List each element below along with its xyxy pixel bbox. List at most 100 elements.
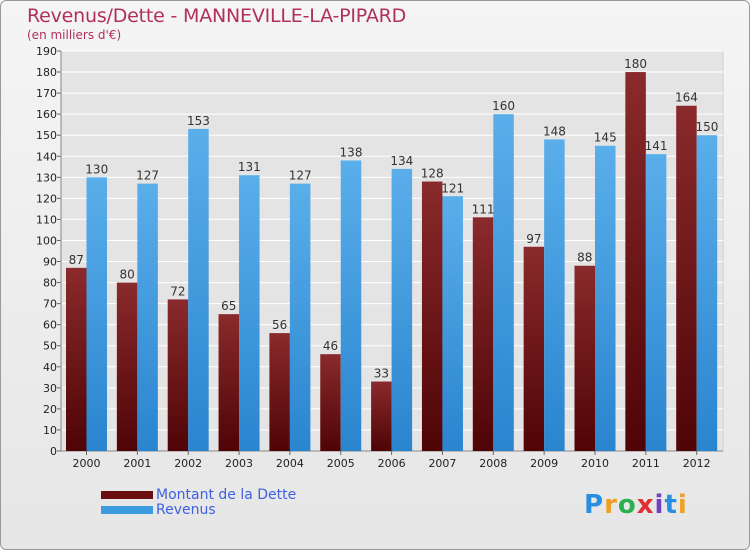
- bar-revenus: [696, 135, 718, 452]
- x-tick-label: 2007: [428, 457, 456, 470]
- logo-letter: i: [677, 490, 688, 520]
- bar-revenus: [289, 183, 311, 451]
- logo-letter: x: [636, 490, 655, 520]
- y-tick-label: 120: [36, 192, 57, 205]
- x-tick-label: 2005: [327, 457, 355, 470]
- chart-title: Revenus/Dette - MANNEVILLE-LA-PIPARD: [27, 5, 407, 27]
- data-label-revenus: 121: [441, 181, 464, 195]
- data-label-dette: 56: [272, 318, 287, 332]
- data-label-dette: 128: [421, 167, 444, 181]
- data-label-dette: 87: [69, 253, 84, 267]
- logo-letter: i: [654, 490, 665, 520]
- bar-revenus: [239, 175, 260, 452]
- proxiti-logo: Proxiti: [584, 490, 688, 520]
- bar-revenus: [595, 145, 616, 451]
- data-label-revenus: 138: [340, 145, 363, 159]
- y-tick-label: 80: [43, 277, 57, 290]
- bar-dette: [116, 282, 138, 451]
- y-tick-label: 140: [36, 150, 57, 163]
- y-tick-label: 160: [36, 108, 57, 121]
- x-tick-label: 2011: [632, 457, 660, 470]
- bar-revenus: [544, 139, 565, 451]
- data-label-revenus: 127: [289, 169, 312, 183]
- y-tick-label: 50: [43, 340, 57, 353]
- data-label-revenus: 141: [645, 139, 668, 153]
- data-label-revenus: 145: [594, 131, 617, 145]
- y-tick-label: 180: [36, 66, 57, 79]
- x-tick-label: 2000: [73, 457, 101, 470]
- y-axis-ticks: 0 10 20 30 40 50 60 70 80 90 100 110 120 130 140 150 160…: [36, 45, 723, 458]
- data-labels: 87 130 80 127 72 153 65 131 56 127 46 138 33 134 12812…: [69, 57, 719, 380]
- x-tick-label: 2009: [530, 457, 558, 470]
- bar-dette: [676, 105, 697, 451]
- bar-dette: [371, 381, 392, 451]
- x-tick-label: 2003: [225, 457, 253, 470]
- data-label-dette: 33: [374, 367, 389, 381]
- logo-letter: o: [617, 490, 637, 520]
- bar-revenus: [391, 168, 413, 452]
- y-tick-label: 10: [43, 424, 57, 437]
- x-tick-label: 2004: [276, 457, 304, 470]
- bar-revenus: [645, 154, 667, 451]
- x-tick-label: 2006: [378, 457, 406, 470]
- legend-swatch-revenus: [101, 506, 153, 514]
- y-tick-label: 170: [36, 87, 57, 100]
- data-label-revenus: 134: [390, 154, 413, 168]
- data-label-dette: 72: [170, 284, 185, 298]
- data-label-dette: 97: [526, 232, 541, 246]
- bar-revenus: [493, 114, 514, 451]
- y-tick-label: 190: [36, 45, 57, 58]
- data-label-revenus: 153: [187, 114, 210, 128]
- y-tick-label: 110: [36, 213, 57, 226]
- bar-dette: [218, 314, 240, 451]
- y-tick-label: 60: [43, 319, 57, 332]
- y-tick-label: 150: [36, 129, 57, 142]
- bar-dette: [625, 72, 646, 451]
- data-label-dette: 80: [119, 268, 134, 282]
- y-tick-label: 130: [36, 171, 57, 184]
- data-label-dette: 65: [221, 299, 236, 313]
- data-label-dette: 46: [323, 339, 338, 353]
- bar-revenus: [188, 128, 209, 451]
- x-tick-label: 2008: [479, 457, 507, 470]
- data-label-dette: 111: [472, 202, 495, 216]
- bar-dette: [421, 181, 443, 452]
- x-tick-label: 2001: [123, 457, 151, 470]
- data-label-revenus: 127: [136, 169, 159, 183]
- data-label-dette: 88: [577, 251, 592, 265]
- x-axis-ticks: 2000 2001 2002 2003 2004 2005 2006 2007 2008 2009…: [73, 451, 711, 470]
- bar-revenus: [442, 196, 463, 451]
- y-tick-label: 70: [43, 298, 57, 311]
- data-label-revenus: 160: [492, 99, 515, 113]
- legend-label-revenus: Revenus: [156, 502, 216, 518]
- bar-dette: [574, 265, 595, 451]
- x-tick-label: 2010: [581, 457, 609, 470]
- bar-revenus: [86, 177, 107, 451]
- bar-dette: [269, 333, 290, 451]
- data-label-revenus: 131: [238, 160, 261, 174]
- chart-subtitle: (en milliers d'€): [27, 28, 122, 42]
- data-label-revenus: 130: [85, 162, 108, 176]
- y-tick-label: 20: [43, 403, 57, 416]
- bar-revenus: [137, 183, 158, 451]
- bar-dette: [66, 267, 87, 451]
- y-tick-label: 30: [43, 382, 57, 395]
- logo-letter: P: [584, 490, 605, 520]
- bars: [66, 72, 718, 452]
- data-label-dette: 180: [624, 57, 647, 71]
- data-label-revenus: 148: [543, 124, 566, 138]
- bar-dette: [167, 299, 189, 451]
- bar-revenus: [340, 160, 362, 451]
- legend-swatch-dette: [101, 491, 153, 499]
- bar-dette: [472, 217, 494, 451]
- y-tick-label: 0: [50, 445, 57, 458]
- y-tick-label: 90: [43, 256, 57, 269]
- x-tick-label: 2002: [174, 457, 202, 470]
- logo-letter: r: [604, 490, 618, 520]
- y-tick-label: 100: [36, 234, 57, 247]
- bar-dette: [523, 246, 545, 451]
- logo-letter: t: [664, 490, 678, 520]
- x-tick-label: 2012: [683, 457, 711, 470]
